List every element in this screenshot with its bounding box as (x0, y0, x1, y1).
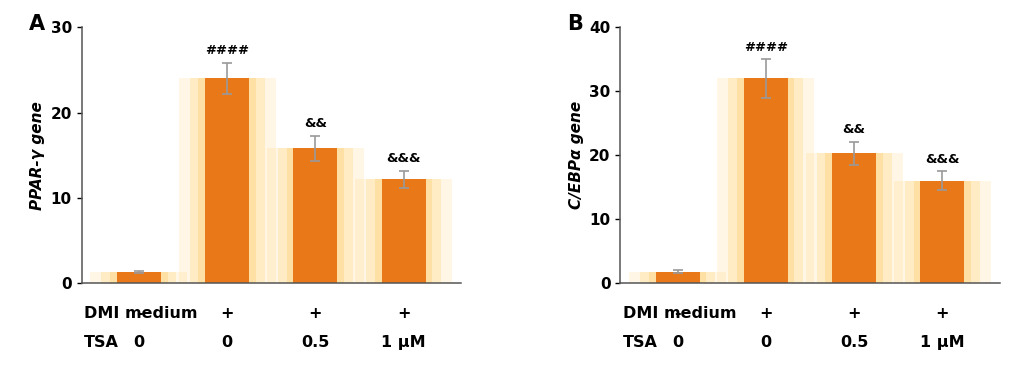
Text: A: A (29, 14, 45, 35)
Bar (267, 148, 364, 283)
Y-axis label: PPAR-γ gene: PPAR-γ gene (30, 101, 45, 210)
Text: +: + (309, 307, 322, 322)
Text: +: + (934, 307, 948, 322)
Bar (375, 179, 432, 283)
Text: TSA: TSA (623, 334, 657, 350)
Text: ####: #### (743, 40, 787, 54)
Text: &&&: &&& (386, 152, 421, 165)
Text: DMI medium: DMI medium (85, 307, 198, 322)
Text: +: + (758, 307, 771, 322)
Bar (743, 78, 787, 283)
Bar (805, 153, 902, 283)
Bar (816, 153, 891, 283)
Bar (716, 78, 813, 283)
Text: 1 μM: 1 μM (919, 334, 964, 350)
Bar (640, 272, 714, 283)
Text: 0: 0 (672, 334, 683, 350)
Bar (832, 153, 875, 283)
Text: +: + (396, 307, 410, 322)
Bar (205, 78, 249, 283)
Text: DMI medium: DMI medium (623, 307, 736, 322)
Bar (648, 272, 705, 283)
Text: -: - (674, 307, 681, 322)
Text: &&: && (304, 117, 326, 130)
Text: 1 μM: 1 μM (381, 334, 426, 350)
Bar (824, 153, 881, 283)
Bar (919, 181, 963, 283)
Bar (277, 148, 353, 283)
Bar (91, 272, 187, 283)
Text: 0.5: 0.5 (301, 334, 329, 350)
Text: 0.5: 0.5 (839, 334, 867, 350)
Text: +: + (220, 307, 233, 322)
Y-axis label: C/EBPα gene: C/EBPα gene (568, 101, 583, 209)
Bar (110, 272, 167, 283)
Text: +: + (847, 307, 860, 322)
Bar (293, 148, 337, 283)
Bar (893, 181, 989, 283)
Bar (355, 179, 451, 283)
Text: 0: 0 (133, 334, 145, 350)
Bar (101, 272, 176, 283)
Text: 0: 0 (759, 334, 770, 350)
Bar (381, 179, 425, 283)
Bar (728, 78, 803, 283)
Bar (366, 179, 440, 283)
Text: 0: 0 (221, 334, 232, 350)
Text: ####: #### (205, 44, 249, 57)
Text: -: - (136, 307, 142, 322)
Bar (629, 272, 726, 283)
Bar (655, 272, 699, 283)
Bar (904, 181, 979, 283)
Bar (178, 78, 275, 283)
Text: TSA: TSA (85, 334, 119, 350)
Bar (286, 148, 343, 283)
Bar (737, 78, 794, 283)
Bar (199, 78, 256, 283)
Text: &&: && (842, 123, 865, 136)
Bar (913, 181, 970, 283)
Bar (117, 272, 161, 283)
Bar (190, 78, 264, 283)
Text: &&&: &&& (924, 152, 959, 166)
Text: B: B (567, 14, 583, 35)
